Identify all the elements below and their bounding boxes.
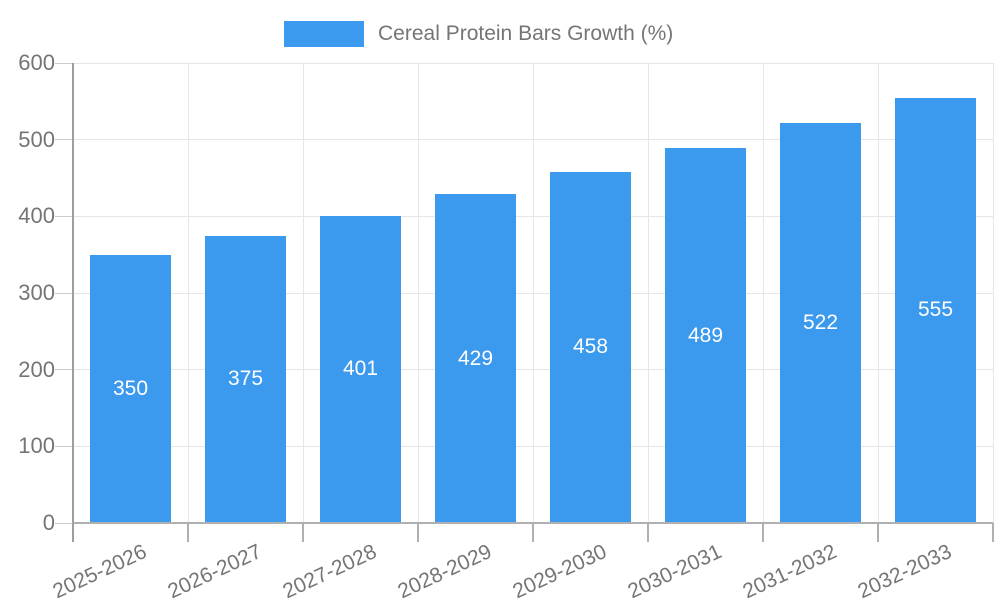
y-tick <box>55 445 73 447</box>
bar-2027-2028[interactable]: 401 <box>320 215 401 523</box>
y-axis-label: 400 <box>18 203 55 229</box>
bar-value-label: 555 <box>917 298 954 322</box>
y-axis-label: 500 <box>18 126 55 152</box>
y-tick <box>55 369 73 371</box>
x-axis-label: 2026-2027 <box>164 540 266 600</box>
bar-2026-2027[interactable]: 375 <box>205 235 286 523</box>
x-axis-label: 2028-2029 <box>394 540 496 600</box>
x-axis-label: 2030-2031 <box>624 540 726 600</box>
bar-value-label: 350 <box>112 376 149 400</box>
x-tick <box>877 523 879 542</box>
bar-value-label: 522 <box>802 310 839 334</box>
v-gridline <box>992 63 994 523</box>
bar-value-label: 401 <box>342 357 379 381</box>
v-gridline <box>187 63 189 523</box>
bar-2029-2030[interactable]: 458 <box>550 171 631 523</box>
y-tick <box>55 62 73 64</box>
legend-label: Cereal Protein Bars Growth (%) <box>378 22 674 45</box>
bar-value-label: 429 <box>457 346 494 370</box>
x-axis-label: 2031-2032 <box>739 540 841 600</box>
y-tick <box>55 522 73 524</box>
x-tick <box>992 523 994 542</box>
v-gridline <box>302 63 304 523</box>
x-axis-label: 2029-2030 <box>509 540 611 600</box>
x-tick <box>762 523 764 542</box>
y-axis-label: 600 <box>18 50 55 75</box>
bar-2028-2029[interactable]: 429 <box>435 194 516 523</box>
y-axis-label: 100 <box>18 433 55 459</box>
y-axis-line <box>72 63 74 542</box>
v-gridline <box>417 63 419 523</box>
bar-2032-2033[interactable]: 555 <box>895 97 976 523</box>
x-tick <box>647 523 649 542</box>
legend-swatch <box>284 21 364 47</box>
v-gridline <box>877 63 879 523</box>
bar-2025-2026[interactable]: 350 <box>90 254 171 523</box>
y-tick <box>55 215 73 217</box>
v-gridline <box>647 63 649 523</box>
v-gridline <box>532 63 534 523</box>
legend[interactable]: Cereal Protein Bars Growth (%) <box>284 21 673 47</box>
x-axis-label: 2025-2026 <box>49 540 151 600</box>
y-axis-label: 300 <box>18 280 55 305</box>
y-axis-label: 200 <box>18 356 55 382</box>
bar-value-label: 375 <box>227 367 264 391</box>
bar-value-label: 489 <box>687 323 724 347</box>
y-tick <box>55 292 73 294</box>
x-axis-label: 2032-2033 <box>854 540 956 600</box>
x-tick <box>302 523 304 542</box>
x-tick <box>532 523 534 542</box>
x-axis-line <box>73 522 993 524</box>
v-gridline <box>762 63 764 523</box>
x-tick <box>187 523 189 542</box>
x-axis-label: 2027-2028 <box>279 540 381 600</box>
bar-value-label: 458 <box>572 335 609 359</box>
bar-2030-2031[interactable]: 489 <box>665 148 746 523</box>
bar-2031-2032[interactable]: 522 <box>780 122 861 523</box>
y-tick <box>55 139 73 141</box>
x-tick <box>417 523 419 542</box>
y-axis-label: 0 <box>42 510 55 535</box>
